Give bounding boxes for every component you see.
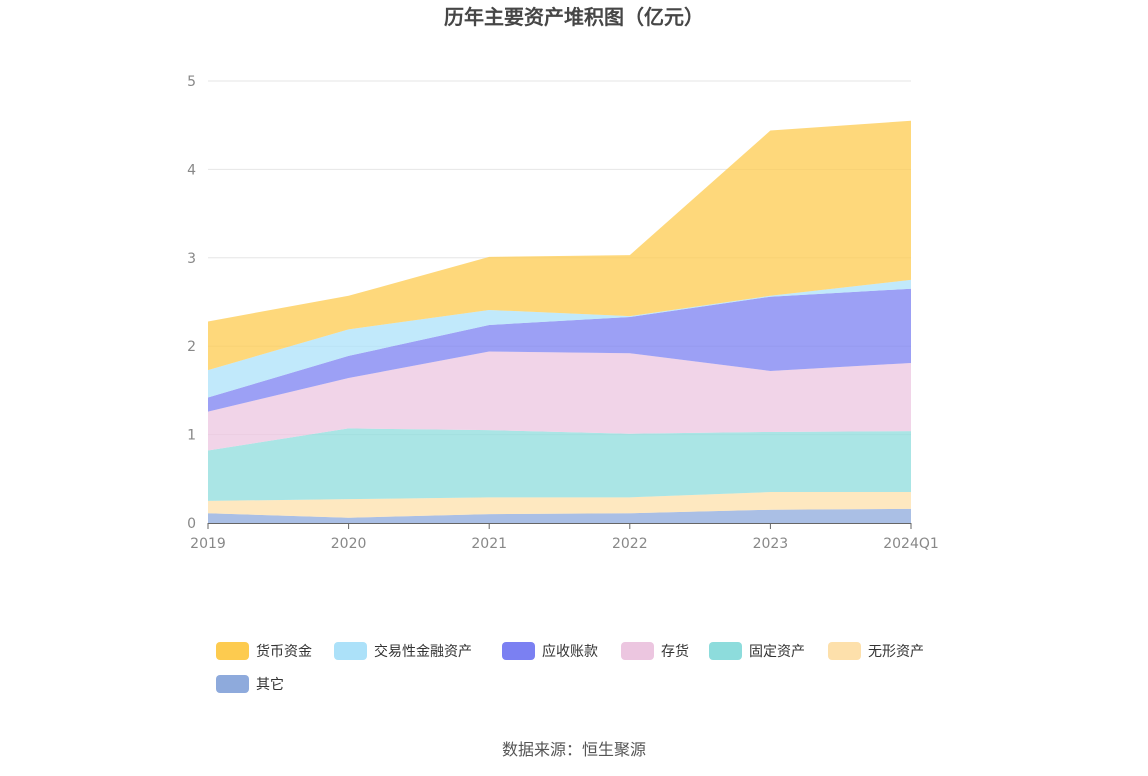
y-tick-label: 4 — [187, 162, 196, 178]
legend-item[interactable]: 应收账款 — [502, 642, 598, 660]
legend-label: 交易性金融资产 — [374, 643, 472, 660]
x-tick-label: 2022 — [612, 536, 648, 552]
legend-label: 无形资产 — [868, 644, 924, 660]
y-tick-label: 3 — [187, 251, 196, 267]
chart-title: 历年主要资产堆积图（亿元） — [444, 5, 704, 29]
legend-swatch — [334, 642, 367, 660]
legend-item[interactable]: 无形资产 — [828, 642, 924, 660]
legend-label: 应收账款 — [542, 643, 598, 660]
x-tick-label: 2020 — [331, 536, 367, 552]
legend-label: 存货 — [661, 643, 689, 660]
area-交易性金融资产 — [208, 279, 911, 398]
legend-label: 其它 — [256, 676, 284, 693]
legend-item[interactable]: 存货 — [621, 642, 689, 660]
area-存货 — [208, 351, 911, 451]
x-tick-label: 2019 — [190, 536, 226, 552]
legend-swatch — [502, 642, 535, 660]
area-应收账款 — [208, 288, 911, 412]
area-series — [208, 120, 911, 523]
area-固定资产 — [208, 428, 911, 501]
legend-swatch — [828, 642, 861, 660]
x-tick-label: 2024Q1 — [883, 536, 939, 552]
area-其它 — [208, 508, 911, 523]
legend-item[interactable]: 固定资产 — [709, 642, 805, 660]
legend-item[interactable]: 其它 — [216, 675, 284, 693]
x-tick-label: 2023 — [753, 536, 789, 552]
legend-item[interactable]: 货币资金 — [216, 642, 312, 660]
legend-item[interactable]: 交易性金融资产 — [334, 642, 472, 660]
area-无形资产 — [208, 492, 911, 518]
source-note: 数据来源：恒生聚源 — [502, 740, 646, 759]
y-tick-label: 0 — [187, 516, 196, 532]
legend-swatch — [216, 642, 249, 660]
x-tick-label: 2021 — [471, 536, 507, 552]
y-tick-label: 2 — [187, 339, 196, 355]
legend-label: 固定资产 — [749, 644, 805, 660]
legend-swatch — [709, 642, 742, 660]
legend-label: 货币资金 — [256, 643, 312, 660]
axes: 0 1 2 3 4 5 2019 2020 2021 2022 2023 2024Q1 — [187, 74, 939, 552]
legend-swatch — [621, 642, 654, 660]
area-货币资金 — [208, 120, 911, 371]
y-tick-label: 1 — [187, 428, 196, 444]
y-tick-label: 5 — [187, 74, 196, 90]
legend-swatch — [216, 675, 249, 693]
